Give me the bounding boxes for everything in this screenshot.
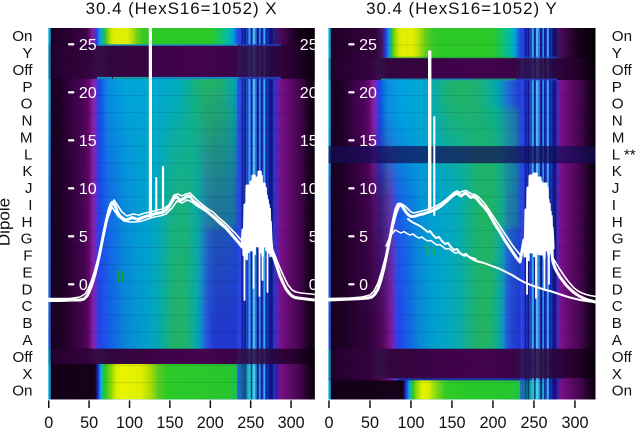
svg-text:20: 20 (79, 85, 97, 102)
svg-text:Y: Y (612, 45, 622, 62)
svg-text:H: H (612, 214, 623, 231)
svg-text:C: C (22, 298, 33, 315)
svg-text:P: P (22, 79, 32, 96)
svg-text:L: L (24, 146, 32, 163)
svg-text:25: 25 (79, 37, 97, 54)
svg-text:M: M (20, 129, 33, 146)
svg-text:O: O (612, 96, 624, 113)
svg-text:C: C (612, 298, 623, 315)
svg-text:On: On (612, 28, 632, 45)
svg-text:K: K (612, 163, 622, 180)
svg-text:200: 200 (479, 414, 506, 432)
svg-text:On: On (12, 28, 32, 45)
svg-text:On: On (12, 383, 32, 400)
svg-text:15: 15 (79, 133, 97, 150)
svg-text:P: P (612, 79, 622, 96)
svg-text:0: 0 (79, 277, 88, 294)
svg-text:10: 10 (79, 181, 97, 198)
svg-text:N: N (22, 113, 33, 130)
svg-text:0: 0 (44, 414, 53, 432)
svg-text:L **: L ** (612, 146, 636, 163)
svg-text:15: 15 (300, 133, 318, 150)
svg-text:25: 25 (359, 37, 377, 54)
svg-text:0: 0 (309, 277, 318, 294)
svg-text:25: 25 (300, 37, 318, 54)
svg-text:0: 0 (359, 277, 368, 294)
svg-text:On: On (612, 383, 632, 400)
svg-text:E: E (22, 265, 32, 282)
svg-text:G: G (612, 231, 624, 248)
svg-text:B: B (612, 315, 622, 332)
svg-text:B: B (22, 315, 32, 332)
svg-text:5: 5 (79, 229, 88, 246)
svg-text:D: D (22, 281, 33, 298)
svg-text:D: D (612, 281, 623, 298)
svg-text:J: J (612, 180, 620, 197)
svg-text:F: F (23, 248, 32, 265)
svg-text:300: 300 (278, 414, 305, 432)
svg-text:100: 100 (397, 414, 424, 432)
svg-text:250: 250 (520, 414, 547, 432)
svg-text:Y: Y (22, 45, 32, 62)
svg-text:10: 10 (300, 181, 318, 198)
svg-text:30.4 (HexS16=1052) X: 30.4 (HexS16=1052) X (86, 0, 278, 18)
svg-text:30.4 (HexS16=1052) Y: 30.4 (HexS16=1052) Y (366, 0, 558, 18)
svg-text:J: J (25, 180, 33, 197)
svg-text:N: N (612, 113, 623, 130)
svg-text:A: A (22, 332, 33, 349)
svg-text:E: E (612, 265, 622, 282)
svg-text:300: 300 (561, 414, 588, 432)
svg-text:Off: Off (612, 62, 633, 79)
svg-text:10: 10 (359, 181, 377, 198)
svg-text:F: F (612, 248, 621, 265)
svg-text:150: 150 (438, 414, 465, 432)
svg-text:5: 5 (359, 229, 368, 246)
svg-text:100: 100 (116, 414, 143, 432)
svg-text:A: A (612, 332, 623, 349)
svg-text:G: G (21, 231, 33, 248)
svg-text:H: H (22, 214, 33, 231)
svg-text:O: O (21, 96, 33, 113)
svg-text:250: 250 (237, 414, 264, 432)
svg-text:150: 150 (156, 414, 183, 432)
svg-text:0: 0 (324, 414, 333, 432)
svg-text:I: I (28, 197, 32, 214)
svg-text:I: I (612, 197, 616, 214)
svg-text:50: 50 (80, 414, 98, 432)
svg-text:20: 20 (359, 85, 377, 102)
svg-text:K: K (22, 163, 32, 180)
svg-text:20: 20 (300, 85, 318, 102)
svg-text:X: X (612, 366, 622, 383)
svg-text:50: 50 (361, 414, 379, 432)
svg-text:Off: Off (612, 349, 633, 366)
svg-text:5: 5 (309, 229, 318, 246)
svg-text:Dipole: Dipole (0, 198, 14, 246)
svg-text:X: X (22, 366, 32, 383)
svg-text:Off: Off (13, 349, 34, 366)
svg-text:Off: Off (13, 62, 34, 79)
svg-text:200: 200 (197, 414, 224, 432)
svg-text:M: M (612, 129, 625, 146)
svg-text:15: 15 (359, 133, 377, 150)
